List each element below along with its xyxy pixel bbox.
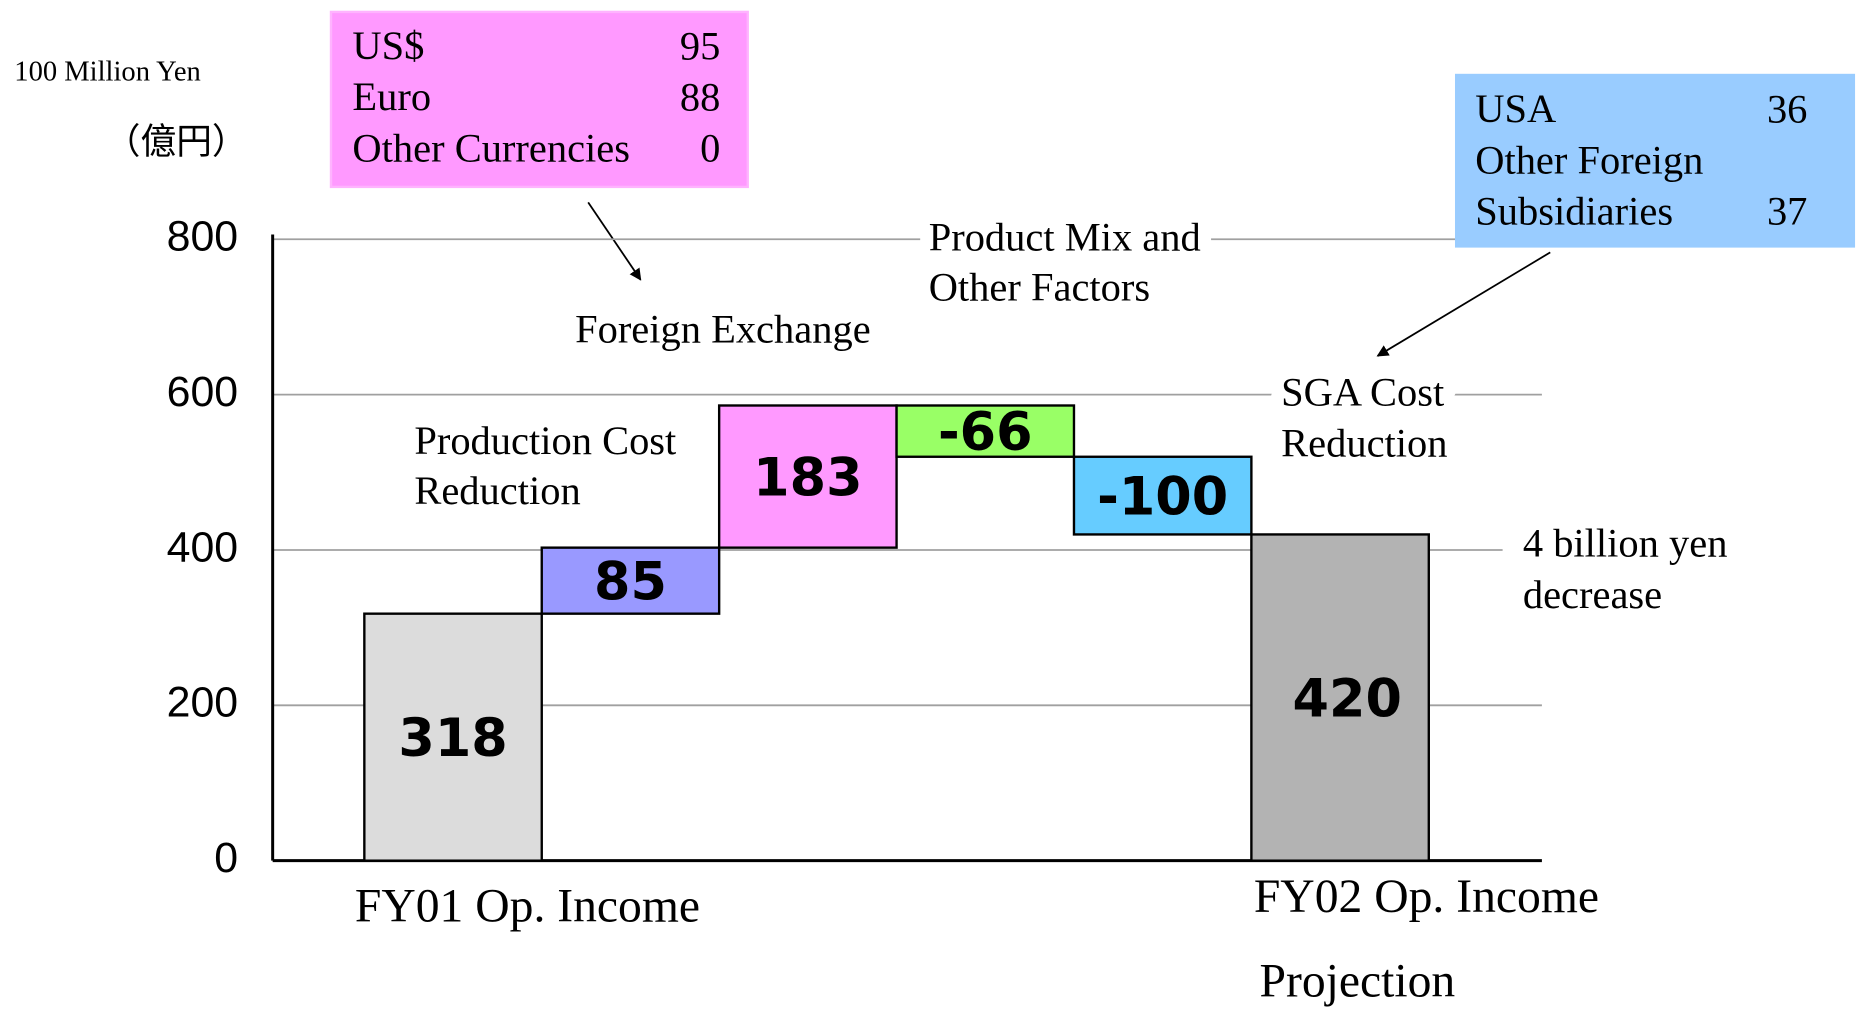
category-label-line: SGA Cost	[1281, 370, 1444, 415]
bar	[540, 546, 721, 615]
category-label-line: Product Mix and	[929, 215, 1201, 260]
category-label-line: Production Cost	[414, 419, 676, 464]
category-label-line: Reduction	[414, 468, 580, 513]
callout-label-line: Euro	[352, 74, 431, 119]
unit-label: 100 Million Yen	[14, 56, 201, 87]
annotation: 4 billion yen decrease	[1523, 521, 1728, 617]
category-label: Product Mix and Other Factors	[929, 215, 1201, 310]
callout-box	[329, 10, 749, 189]
y-tick-label: 200	[167, 679, 238, 727]
y-tick-label: 0	[214, 834, 238, 882]
bar	[717, 404, 898, 549]
value-label: 318	[398, 708, 507, 769]
callout-label-line: USA	[1475, 86, 1556, 131]
category-label: FY01 Op. Income	[355, 881, 700, 933]
callout-value: 88	[680, 74, 720, 119]
category-label-line: Other Factors	[929, 265, 1150, 310]
value-label: -66	[938, 402, 1033, 463]
callout-value: 0	[700, 126, 720, 171]
category-label-line: Projection	[1259, 956, 1455, 1008]
arrow	[1376, 251, 1551, 357]
callout-label: Other Foreign Subsidiaries	[1475, 138, 1703, 234]
y-tick-label: 600	[167, 368, 238, 416]
y-tick-label: 800	[167, 213, 238, 261]
callout-value: 95	[680, 23, 720, 68]
bar	[895, 404, 1076, 458]
annotation-line: 4 billion yen	[1523, 521, 1728, 566]
value-label: 85	[594, 551, 667, 612]
category-label-line: FY01 Op. Income	[355, 881, 700, 933]
bar	[363, 612, 543, 862]
callout-label: USA	[1475, 86, 1556, 131]
category-label: FY02 Op. Income Projection	[1254, 871, 1599, 1008]
callout-label: Other Currencies	[352, 126, 630, 171]
category-label-line: Foreign Exchange	[575, 307, 871, 352]
category-label: Production Cost Reduction	[414, 419, 676, 514]
unit-label-ja: （億円）	[105, 121, 248, 161]
category-label: Foreign Exchange	[575, 307, 871, 352]
callout-box	[1454, 73, 1856, 248]
callout-value: 36	[1767, 86, 1807, 131]
bar	[1072, 455, 1253, 536]
annotation-line: decrease	[1523, 572, 1662, 617]
value-label: 420	[1293, 668, 1402, 729]
callout-label: US$	[352, 23, 424, 68]
value-label: 183	[753, 447, 862, 508]
callout-label-line: Other Foreign	[1475, 138, 1703, 183]
callout-label-line: US$	[352, 23, 424, 68]
arrow	[587, 201, 642, 281]
category-label-line: FY02 Op. Income	[1254, 871, 1599, 923]
callout-label-line: Subsidiaries	[1475, 189, 1673, 234]
category-label-line: Reduction	[1281, 421, 1447, 466]
callout-label-line: Other Currencies	[352, 126, 630, 171]
bar	[1250, 533, 1430, 862]
callout-value: 37	[1767, 189, 1807, 234]
callout-label: Euro	[352, 74, 431, 119]
value-label: -100	[1097, 466, 1228, 527]
y-tick-label: 400	[167, 523, 238, 571]
category-label: SGA Cost Reduction	[1281, 370, 1447, 466]
